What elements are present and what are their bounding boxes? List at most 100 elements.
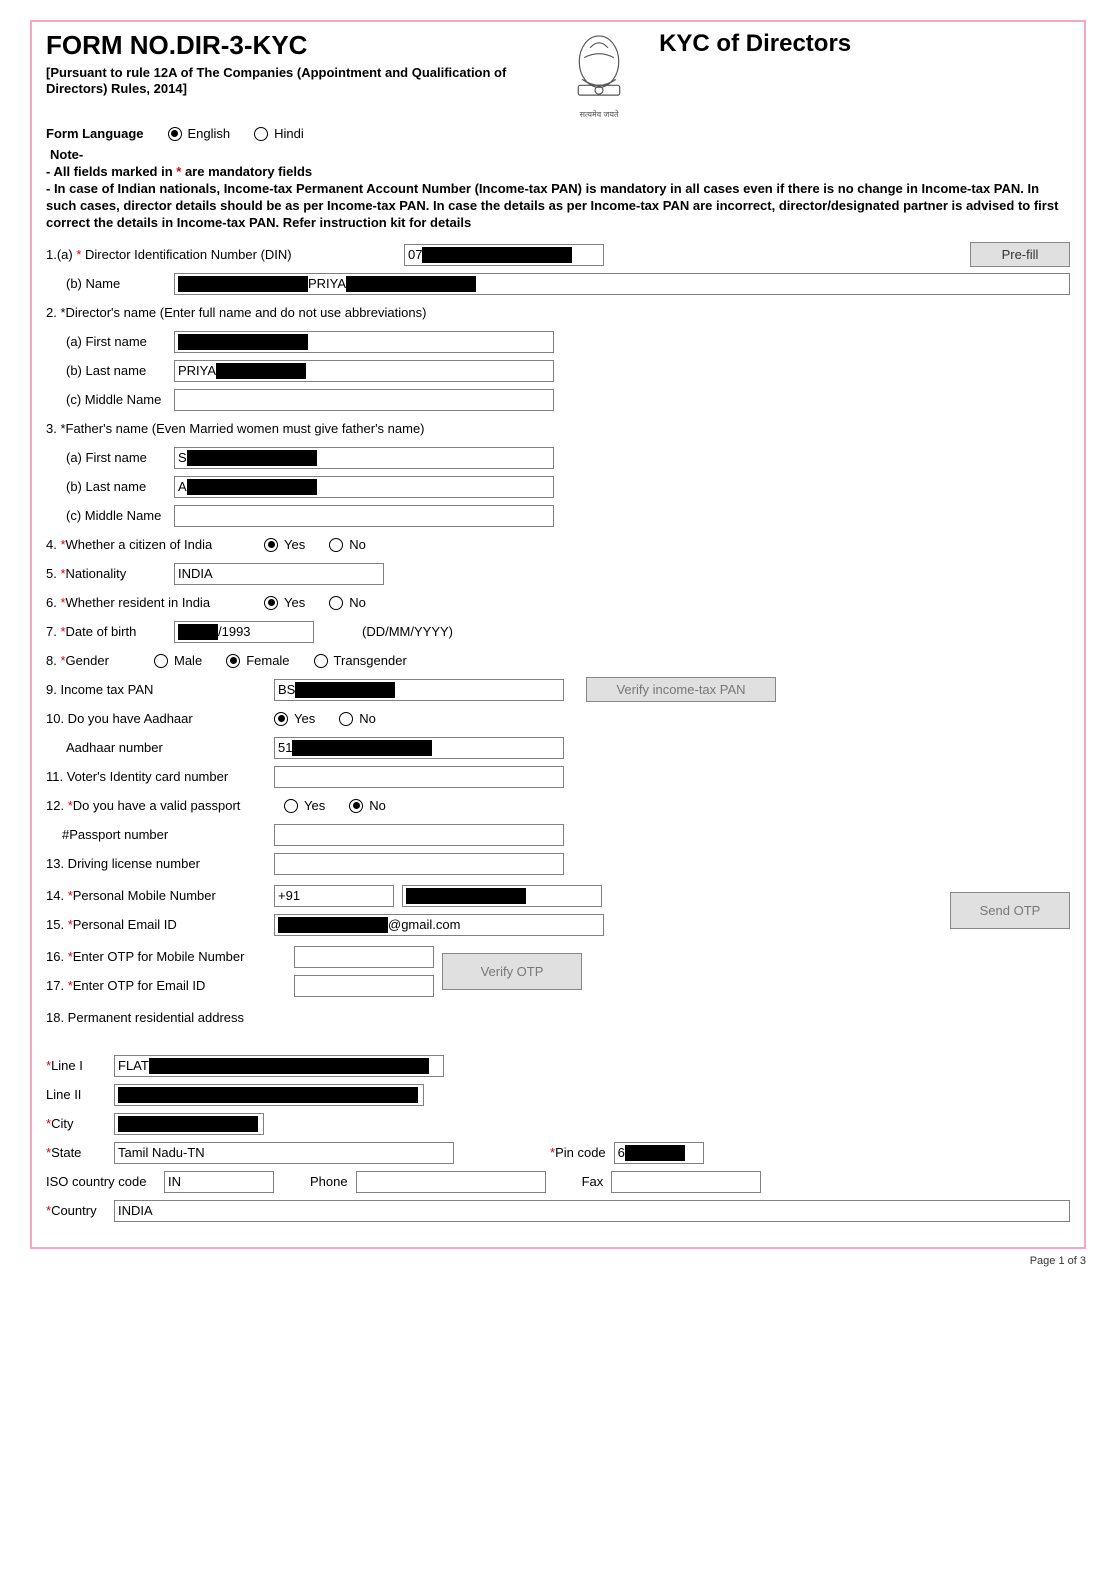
female-label: Female	[246, 653, 289, 668]
addr-iso-row: ISO country code IN Phone Fax	[46, 1169, 1070, 1195]
emblem-icon: सत्यमेव जयते	[564, 30, 634, 120]
q3b-label: (b) Last name	[46, 479, 166, 494]
q3b-input[interactable]: A	[174, 476, 554, 498]
q14-code-value: +91	[278, 888, 300, 903]
addr-phone-input[interactable]	[356, 1171, 546, 1193]
q18-label: 18. Permanent residential address	[46, 1010, 244, 1025]
q1b-label: (b) Name	[46, 276, 166, 291]
q5-row: 5. *Nationality INDIA	[46, 561, 1070, 587]
q2a-input[interactable]	[174, 331, 554, 353]
lang-hindi[interactable]: Hindi	[254, 126, 304, 141]
q17-input[interactable]	[294, 975, 434, 997]
addr-iso-value: IN	[168, 1174, 181, 1189]
q3a-value: S	[178, 450, 187, 465]
q9-input[interactable]: BS	[274, 679, 564, 701]
q12-yes[interactable]: Yes	[284, 798, 325, 813]
emblem-container: सत्यमेव जयते	[559, 30, 639, 120]
q13-input[interactable]	[274, 853, 564, 875]
no-label: No	[369, 798, 386, 813]
q9-row: 9. Income tax PAN BS Verify income-tax P…	[46, 677, 1070, 703]
addr-line1-input[interactable]: FLAT	[114, 1055, 444, 1077]
q3a-input[interactable]: S	[174, 447, 554, 469]
q3c-label: (c) Middle Name	[46, 508, 166, 523]
addr-fax-input[interactable]	[611, 1171, 761, 1193]
yes-label: Yes	[284, 595, 305, 610]
q10-no[interactable]: No	[339, 711, 376, 726]
q4-no[interactable]: No	[329, 537, 366, 552]
q15-value: @gmail.com	[388, 917, 460, 932]
radio-icon	[226, 654, 240, 668]
addr-state-input[interactable]: Tamil Nadu-TN	[114, 1142, 454, 1164]
q4-yes[interactable]: Yes	[264, 537, 305, 552]
addr-iso-input[interactable]: IN	[164, 1171, 274, 1193]
q16-17-group: 16. *Enter OTP for Mobile Number 17. *En…	[46, 941, 1070, 1002]
q3c-row: (c) Middle Name	[46, 503, 1070, 529]
radio-icon	[329, 596, 343, 610]
verify-pan-button[interactable]: Verify income-tax PAN	[586, 677, 776, 702]
redaction	[216, 363, 306, 379]
send-otp-button[interactable]: Send OTP	[950, 892, 1070, 929]
male-label: Male	[174, 653, 202, 668]
q3c-input[interactable]	[174, 505, 554, 527]
q2b-input[interactable]: PRIYA	[174, 360, 554, 382]
q15-input[interactable]: @gmail.com	[274, 914, 604, 936]
redaction	[178, 624, 218, 640]
q5-value: INDIA	[178, 566, 213, 581]
radio-icon	[264, 596, 278, 610]
addr-country-row: *Country INDIA	[46, 1198, 1070, 1224]
page-number: Page 1 of 3	[30, 1255, 1086, 1267]
addr-pin-input[interactable]: 6	[614, 1142, 704, 1164]
q5-input[interactable]: INDIA	[174, 563, 384, 585]
addr-line2-input[interactable]	[114, 1084, 424, 1106]
q11-row: 11. Voter's Identity card number	[46, 764, 1070, 790]
q9-label: 9. Income tax PAN	[46, 682, 266, 697]
q7-value: /1993	[218, 624, 251, 639]
addr-country-input[interactable]: INDIA	[114, 1200, 1070, 1222]
q14-num-input[interactable]	[402, 885, 602, 907]
q16-label: 16. *Enter OTP for Mobile Number	[46, 949, 286, 964]
q7-input[interactable]: /1993	[174, 621, 314, 643]
redaction	[187, 479, 317, 495]
radio-icon	[274, 712, 288, 726]
q16-input[interactable]	[294, 946, 434, 968]
redaction	[118, 1116, 258, 1132]
q2c-input[interactable]	[174, 389, 554, 411]
q10-label: 10. Do you have Aadhaar	[46, 711, 266, 726]
q10num-label: Aadhaar number	[46, 740, 266, 755]
verify-otp-button[interactable]: Verify OTP	[442, 953, 582, 990]
q10-yes[interactable]: Yes	[274, 711, 315, 726]
q12num-input[interactable]	[274, 824, 564, 846]
prefill-button[interactable]: Pre-fill	[970, 242, 1070, 267]
q2-label-row: 2. *Director's name (Enter full name and…	[46, 300, 1070, 326]
addr-line2-row: Line II	[46, 1082, 1070, 1108]
form-number: FORM NO.DIR-3-KYC	[46, 30, 539, 61]
q8-row: 8. *Gender Male Female Transgender	[46, 648, 1070, 674]
form-container: FORM NO.DIR-3-KYC [Pursuant to rule 12A …	[30, 20, 1086, 1249]
q11-input[interactable]	[274, 766, 564, 788]
din-value: 07	[408, 247, 422, 262]
q1b-row: (b) Name PRIYA	[46, 271, 1070, 297]
q5-label: 5. *Nationality	[46, 566, 166, 581]
q8-trans[interactable]: Transgender	[314, 653, 407, 668]
q8-male[interactable]: Male	[154, 653, 202, 668]
q3a-row: (a) First name S	[46, 445, 1070, 471]
q2b-label: (b) Last name	[46, 363, 166, 378]
note-head: Note-	[50, 147, 1070, 162]
name-input[interactable]: PRIYA	[174, 273, 1070, 295]
q6-yes[interactable]: Yes	[264, 595, 305, 610]
radio-icon	[154, 654, 168, 668]
q12-no[interactable]: No	[349, 798, 386, 813]
addr-city-input[interactable]	[114, 1113, 264, 1135]
q8-female[interactable]: Female	[226, 653, 289, 668]
q10num-row: Aadhaar number 51	[46, 735, 1070, 761]
q2b-row: (b) Last name PRIYA	[46, 358, 1070, 384]
lang-english[interactable]: English	[168, 126, 231, 141]
addr-city-row: *City	[46, 1111, 1070, 1137]
q9-value: BS	[278, 682, 295, 697]
q2-label: 2. *Director's name (Enter full name and…	[46, 305, 426, 320]
q14-code-input[interactable]: +91	[274, 885, 394, 907]
q3-label-row: 3. *Father's name (Even Married women mu…	[46, 416, 1070, 442]
din-input[interactable]: 07	[404, 244, 604, 266]
q6-no[interactable]: No	[329, 595, 366, 610]
q10num-input[interactable]: 51	[274, 737, 564, 759]
